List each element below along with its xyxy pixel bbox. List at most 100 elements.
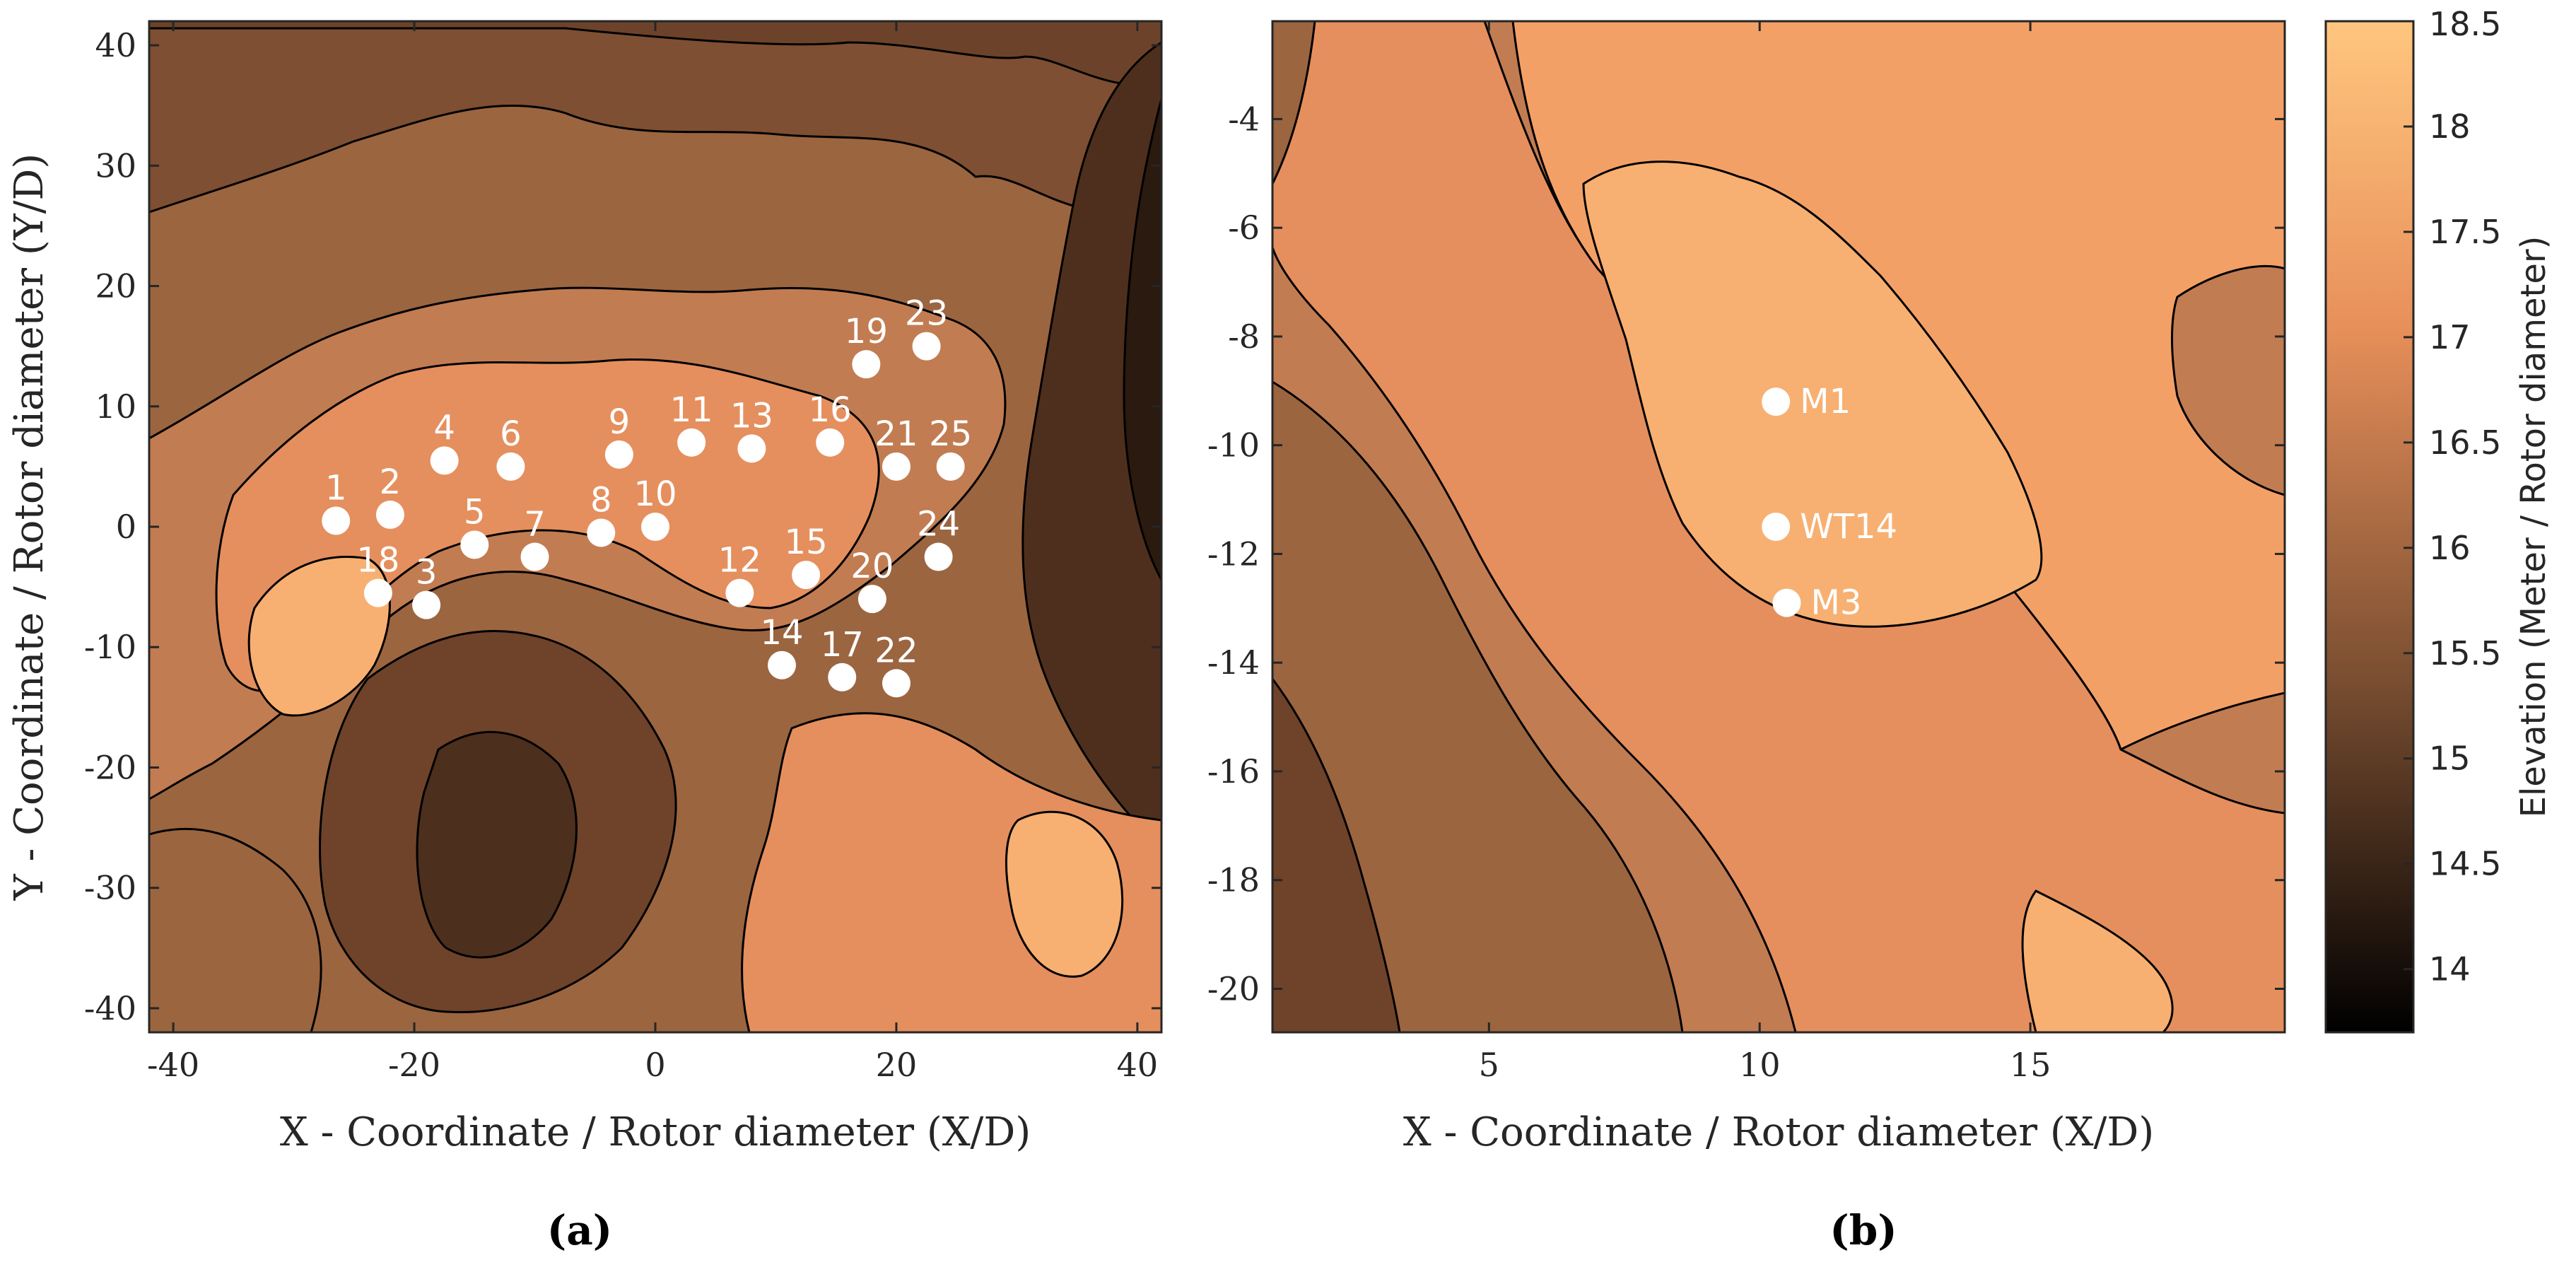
- marker-label: 14: [760, 613, 803, 653]
- marker-point: [430, 446, 459, 475]
- y-tick-label: -40: [84, 989, 136, 1027]
- marker-label: M1: [1800, 382, 1851, 421]
- colorbar-tick-label: 14.5: [2429, 845, 2501, 883]
- marker-label: 16: [809, 390, 852, 430]
- y-tick-label: -12: [1207, 535, 1260, 573]
- marker-point: [677, 428, 706, 457]
- x-tick-label: -20: [388, 1046, 440, 1084]
- marker-point: [520, 542, 549, 571]
- x-tick-label: 40: [1117, 1046, 1159, 1084]
- y-tick-label: -20: [1207, 969, 1260, 1008]
- marker-label: 2: [380, 462, 402, 502]
- marker-label: 24: [917, 505, 960, 544]
- marker-label: WT14: [1800, 507, 1897, 547]
- panel-b-measurement-points: M1 WT14 M3: [1762, 382, 1897, 623]
- x-tick-label: 0: [645, 1046, 665, 1084]
- y-tick-label: 40: [95, 26, 136, 64]
- marker-point: [587, 518, 616, 547]
- panel-a-ylabel: Y - Coordinate / Rotor diameter (Y/D): [6, 153, 52, 902]
- colorbar-label: Elevation (Meter / Rotor diameter): [2514, 236, 2553, 818]
- y-tick-label: -30: [84, 869, 136, 907]
- marker-label: 19: [845, 312, 888, 351]
- marker-label: 9: [609, 402, 631, 442]
- marker-label: 23: [905, 294, 948, 334]
- marker-point: [1772, 588, 1801, 617]
- x-tick-label: 15: [2010, 1046, 2051, 1084]
- y-tick-label: -10: [1207, 426, 1260, 465]
- marker-point: [363, 578, 392, 607]
- marker-point: [322, 506, 351, 535]
- marker-point: [816, 428, 845, 457]
- marker-point: [460, 530, 489, 559]
- y-tick-label: -20: [84, 748, 136, 786]
- marker-label: 15: [785, 523, 828, 562]
- marker-point: [641, 513, 669, 541]
- marker-label: 22: [874, 631, 918, 670]
- marker-label: 3: [416, 553, 438, 593]
- marker-point: [852, 350, 881, 379]
- marker-label: M3: [1810, 583, 1861, 623]
- marker-label: 18: [356, 541, 399, 580]
- y-tick-label: -6: [1228, 209, 1260, 247]
- y-tick-label: 30: [95, 146, 136, 185]
- marker-point: [1762, 387, 1791, 416]
- panel-a-xlabel: X - Coordinate / Rotor diameter (X/D): [280, 1109, 1031, 1155]
- y-tick-label: -4: [1228, 100, 1260, 138]
- marker-label: 17: [821, 625, 864, 665]
- marker-point: [496, 452, 525, 481]
- marker-label: 10: [633, 474, 677, 514]
- y-tick-label: -10: [84, 628, 136, 666]
- y-tick-label: -18: [1207, 861, 1260, 899]
- marker-label: 12: [718, 541, 761, 580]
- marker-point: [924, 542, 953, 571]
- y-tick-label: -14: [1207, 643, 1260, 682]
- panel-a-ticks: -40 -20 0 20 40 -40 -30 -20 -10 0 10 20 30 40: [84, 21, 1161, 1084]
- x-tick-label: 10: [1739, 1046, 1781, 1084]
- y-tick-label: -16: [1207, 752, 1260, 790]
- colorbar-tick-label: 15: [2429, 740, 2471, 778]
- y-tick-label: -8: [1228, 317, 1260, 356]
- panel-b-label: (b): [1829, 1206, 1897, 1254]
- x-tick-label: -40: [147, 1046, 199, 1084]
- colorbar-tick-label: 18: [2429, 107, 2471, 146]
- panel-b: 5 10 15 -20 -18 -16 -14 -12 -10 -8 -6 -4 M1 WT14 M3 X…: [1207, 20, 2286, 1254]
- panel-a-label: (a): [547, 1206, 612, 1254]
- colorbar-tick-label: 16: [2429, 529, 2471, 567]
- colorbar-ticks: 18.5 18 17.5 17 16.5 16 15.5 15 14.5 14: [2404, 5, 2501, 988]
- marker-label: 13: [730, 396, 773, 436]
- panel-a-contours: [149, 21, 1161, 1032]
- colorbar-tick-label: 15.5: [2429, 634, 2501, 672]
- colorbar-tick-label: 18.5: [2429, 5, 2501, 43]
- marker-label: 5: [464, 493, 486, 532]
- colorbar-gradient: [2324, 20, 2415, 1034]
- marker-label: 21: [874, 414, 918, 454]
- marker-label: 25: [929, 414, 972, 454]
- panel-a-turbines: 1 234567891011121314151617181920212223242…: [322, 294, 972, 698]
- marker-label: 4: [433, 408, 455, 448]
- marker-point: [1762, 513, 1791, 541]
- marker-label: 1: [325, 468, 347, 508]
- marker-label: 6: [500, 414, 522, 454]
- y-tick-label: 10: [95, 387, 136, 426]
- y-tick-label: 20: [95, 267, 136, 305]
- marker-point: [412, 590, 441, 619]
- colorbar-tick-label: 17.5: [2429, 213, 2501, 251]
- panel-b-frame: [1271, 20, 2286, 1034]
- marker-label: 8: [590, 481, 612, 520]
- marker-label: 7: [524, 505, 546, 544]
- marker-point: [828, 663, 857, 692]
- marker-point: [768, 650, 796, 679]
- x-tick-label: 5: [1479, 1046, 1499, 1084]
- x-tick-label: 20: [876, 1046, 918, 1084]
- marker-point: [604, 440, 633, 469]
- panel-b-ticks: 5 10 15 -20 -18 -16 -14 -12 -10 -8 -6 -4: [1207, 21, 2285, 1084]
- marker-point: [792, 561, 821, 590]
- marker-point: [857, 585, 886, 614]
- y-tick-label: 0: [116, 508, 136, 546]
- marker-point: [725, 578, 754, 607]
- colorbar-tick-label: 16.5: [2429, 424, 2501, 462]
- colorbar-tick-label: 14: [2429, 950, 2471, 988]
- marker-point: [882, 452, 911, 481]
